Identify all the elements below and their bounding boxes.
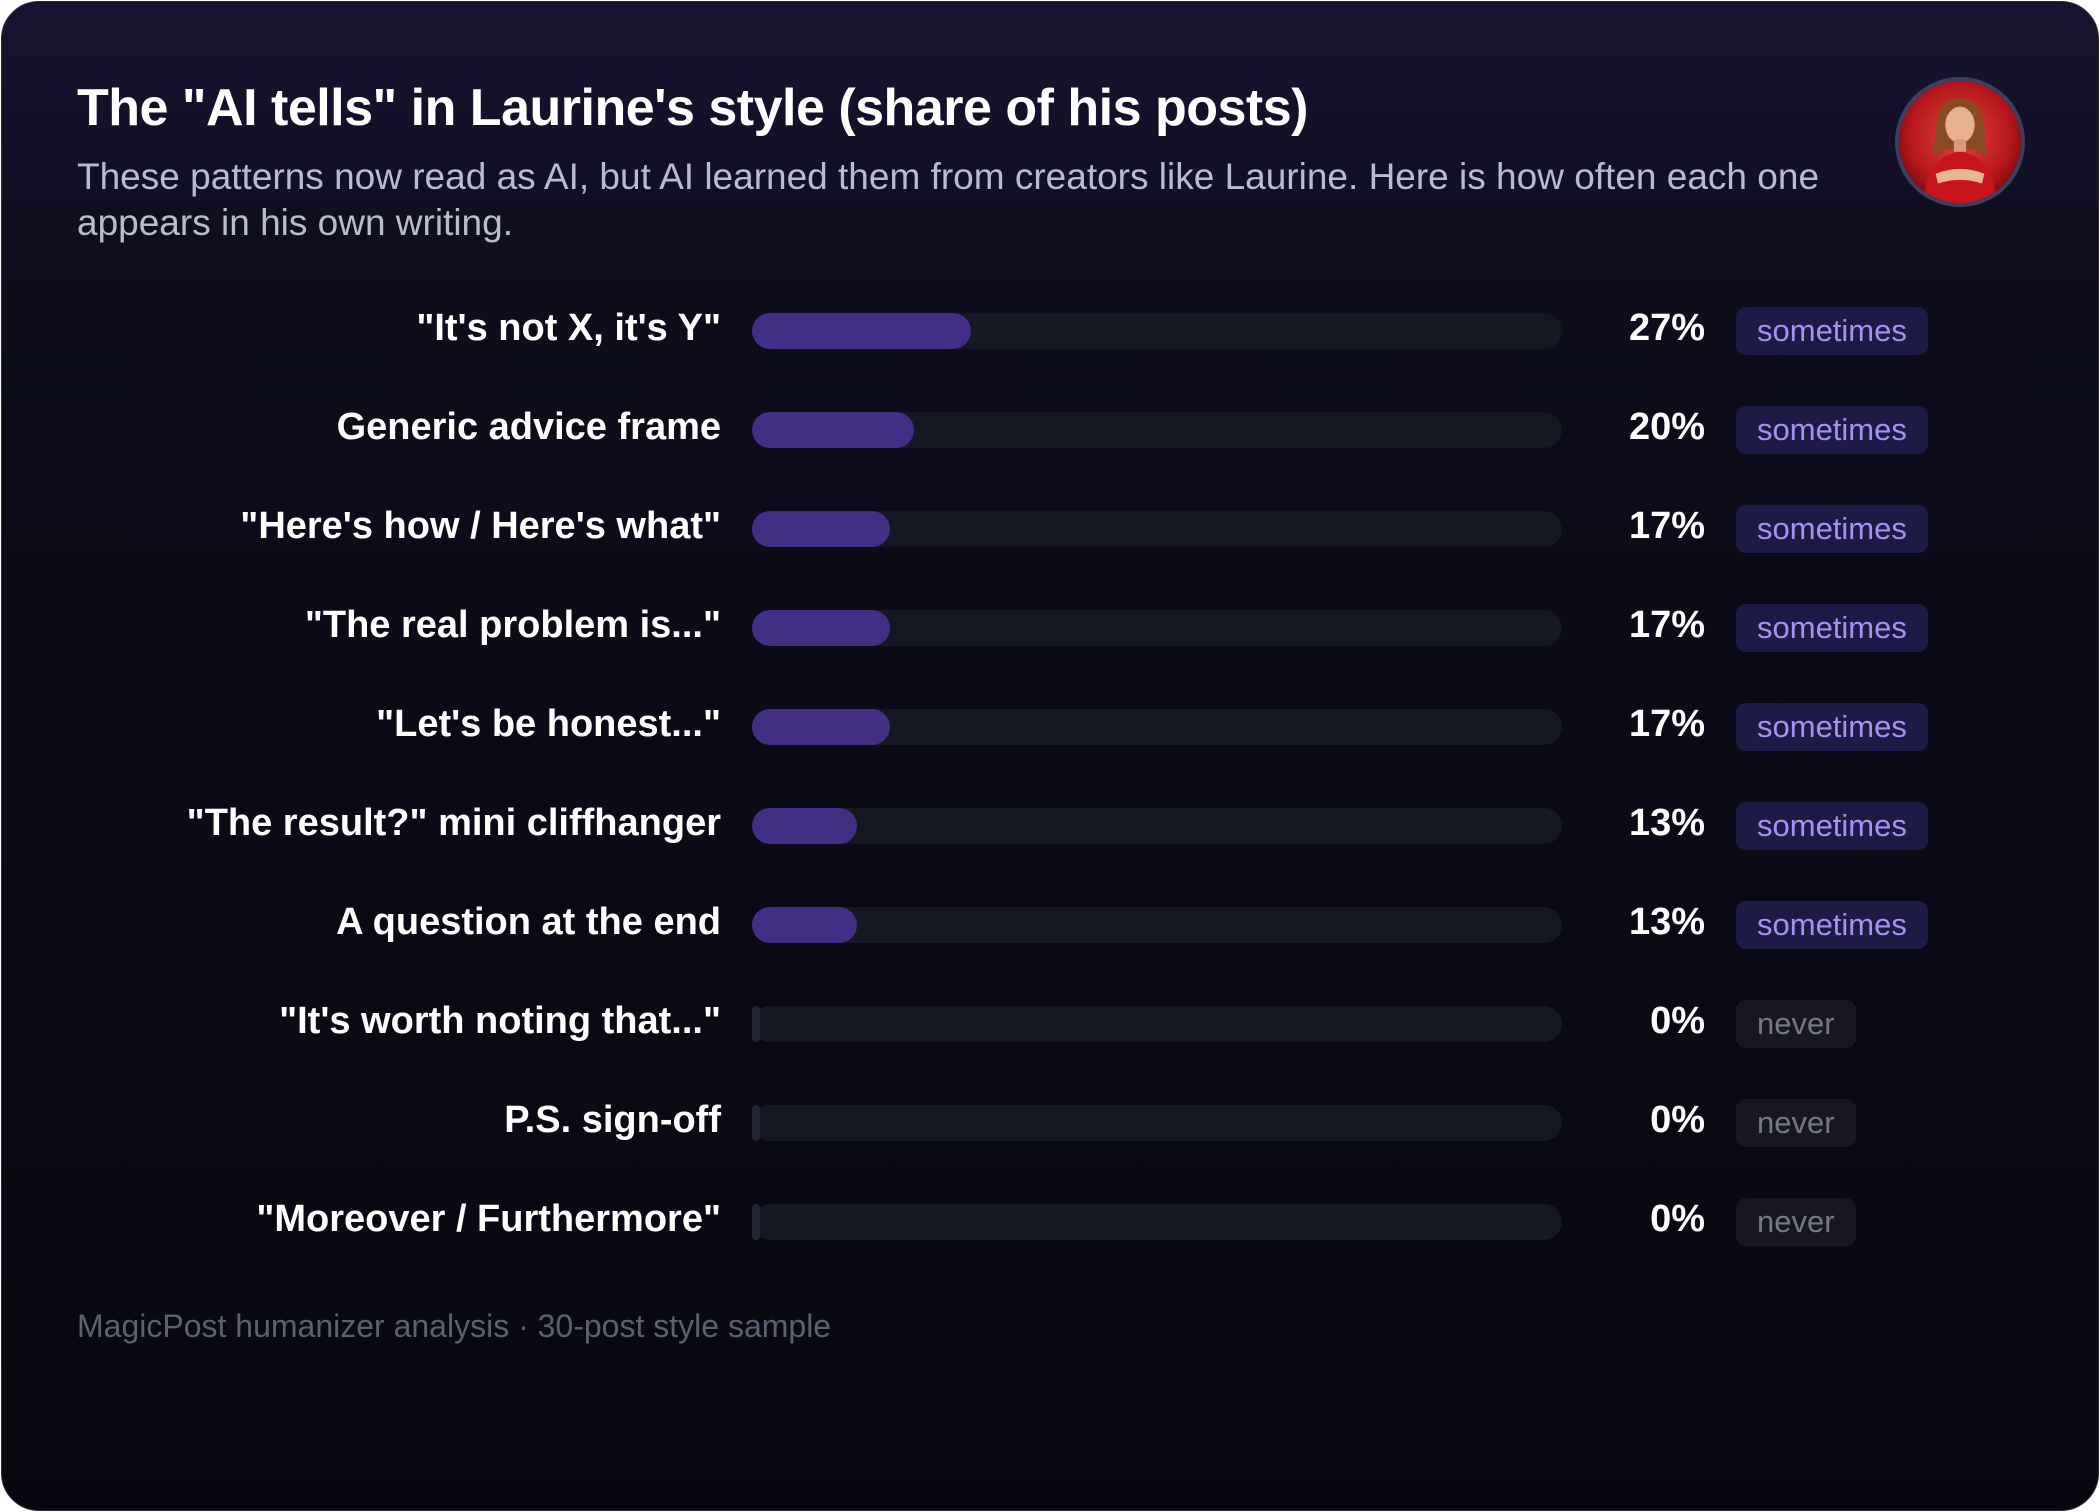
value-label: 0%	[1650, 1099, 1705, 1141]
frequency-badge: never	[1736, 1099, 1856, 1147]
bar-track	[752, 907, 1562, 943]
chart-title: The "AI tells" in Laurine's style (share…	[77, 79, 1308, 137]
value-label: 27%	[1628, 307, 1705, 349]
category-label: "Let's be honest..."	[376, 703, 721, 745]
bar	[752, 511, 890, 547]
category-label: Generic advice frame	[336, 406, 721, 448]
value-label: 0%	[1650, 1000, 1705, 1042]
bar	[752, 1006, 760, 1042]
bar-track	[752, 313, 1562, 349]
bar	[752, 709, 890, 745]
bar-row: "Moreover / Furthermore" 0% never	[2, 1183, 2098, 1263]
frequency-badge: never	[1736, 1198, 1856, 1246]
frequency-badge: sometimes	[1736, 406, 1928, 454]
bar-row: "It's not X, it's Y" 27% sometimes	[2, 292, 2098, 372]
frequency-badge: sometimes	[1736, 802, 1928, 850]
value-label: 0%	[1650, 1198, 1705, 1240]
profile-photo-icon	[1899, 81, 2021, 203]
category-label: "The real problem is..."	[304, 604, 721, 646]
frequency-badge: sometimes	[1736, 703, 1928, 751]
value-label: 17%	[1628, 604, 1705, 646]
bar	[752, 610, 890, 646]
chart-subtitle: These patterns now read as AI, but AI le…	[77, 156, 1820, 243]
bar-row: P.S. sign-off 0% never	[2, 1084, 2098, 1164]
value-label: 17%	[1628, 703, 1705, 745]
bar-track	[752, 1105, 1562, 1141]
bar-track	[752, 610, 1562, 646]
bar	[752, 1204, 760, 1240]
bar-track	[752, 511, 1562, 547]
value-label: 17%	[1628, 505, 1705, 547]
bar-row: "Here's how / Here's what" 17% sometimes	[2, 490, 2098, 570]
frequency-badge: never	[1736, 1000, 1856, 1048]
frequency-badge: sometimes	[1736, 604, 1928, 652]
avatar	[1895, 77, 2025, 207]
bar-row: "The result?" mini cliffhanger 13% somet…	[2, 787, 2098, 867]
bar-track	[752, 709, 1562, 745]
frequency-badge: sometimes	[1736, 307, 1928, 355]
value-label: 13%	[1628, 901, 1705, 943]
category-label: P.S. sign-off	[504, 1099, 721, 1141]
bar-track	[752, 1006, 1562, 1042]
category-label: "The result?" mini cliffhanger	[186, 802, 721, 844]
bar	[752, 412, 914, 448]
bar-row: A question at the end 13% sometimes	[2, 886, 2098, 966]
category-label: "Here's how / Here's what"	[240, 505, 721, 547]
bar	[752, 1105, 760, 1141]
category-label: "Moreover / Furthermore"	[256, 1198, 721, 1240]
bar-row: "It's worth noting that..." 0% never	[2, 985, 2098, 1065]
bar	[752, 808, 858, 844]
source-note: MagicPost humanizer analysis · 30-post s…	[77, 1308, 832, 1344]
bar	[752, 313, 971, 349]
category-label: "It's not X, it's Y"	[416, 307, 721, 349]
value-label: 20%	[1628, 406, 1705, 448]
frequency-badge: sometimes	[1736, 901, 1928, 949]
bar	[752, 907, 858, 943]
bar-row: "The real problem is..." 17% sometimes	[2, 589, 2098, 669]
category-label: A question at the end	[336, 901, 721, 943]
bar-track	[752, 412, 1562, 448]
bar-track	[752, 1204, 1562, 1240]
bar-track	[752, 808, 1562, 844]
value-label: 13%	[1628, 802, 1705, 844]
bar-row: "Let's be honest..." 17% sometimes	[2, 688, 2098, 768]
frequency-badge: sometimes	[1736, 505, 1928, 553]
category-label: "It's worth noting that..."	[279, 1000, 721, 1042]
bar-row: Generic advice frame 20% sometimes	[2, 391, 2098, 471]
